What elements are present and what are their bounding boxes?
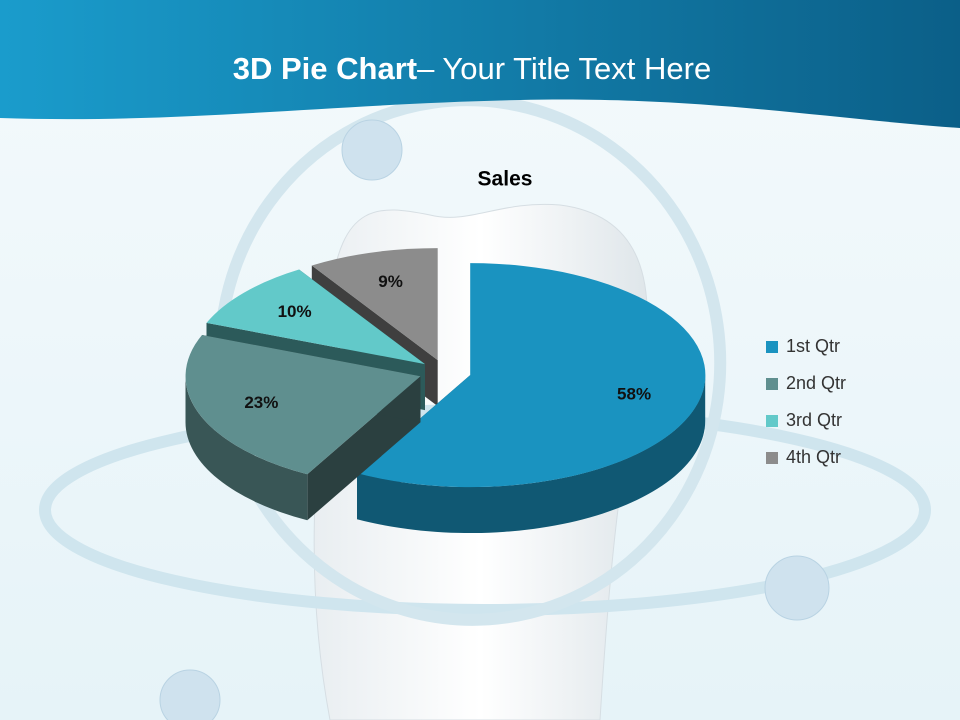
data-label: 58% (617, 385, 651, 404)
slide-title: 3D Pie Chart– Your Title Text Here (233, 51, 711, 86)
slice (185, 335, 421, 475)
legend: 1st Qtr 2nd Qtr 3rd Qtr 4th Qtr (766, 336, 846, 467)
slice (311, 248, 438, 361)
slide-title-bold: 3D Pie Chart (233, 51, 417, 86)
legend-swatch (766, 341, 778, 353)
chart-title: Sales (478, 168, 533, 191)
slice-side (185, 376, 308, 521)
header-band (0, 0, 960, 128)
legend-label: 2nd Qtr (786, 373, 846, 393)
legend-label: 4th Qtr (786, 447, 841, 467)
slice-side (357, 375, 706, 534)
slice (206, 269, 425, 365)
pie: 58% 23% 10% 9% (185, 248, 706, 534)
legend-label: 1st Qtr (786, 336, 840, 356)
data-label: 10% (278, 302, 312, 321)
legend-label: 3rd Qtr (786, 410, 842, 430)
slice (357, 263, 706, 488)
data-label: 23% (244, 393, 278, 412)
legend-swatch (766, 378, 778, 390)
legend-swatch (766, 415, 778, 427)
data-label: 9% (378, 272, 403, 291)
legend-swatch (766, 452, 778, 464)
slide-title-rest: – Your Title Text Here (417, 51, 711, 86)
